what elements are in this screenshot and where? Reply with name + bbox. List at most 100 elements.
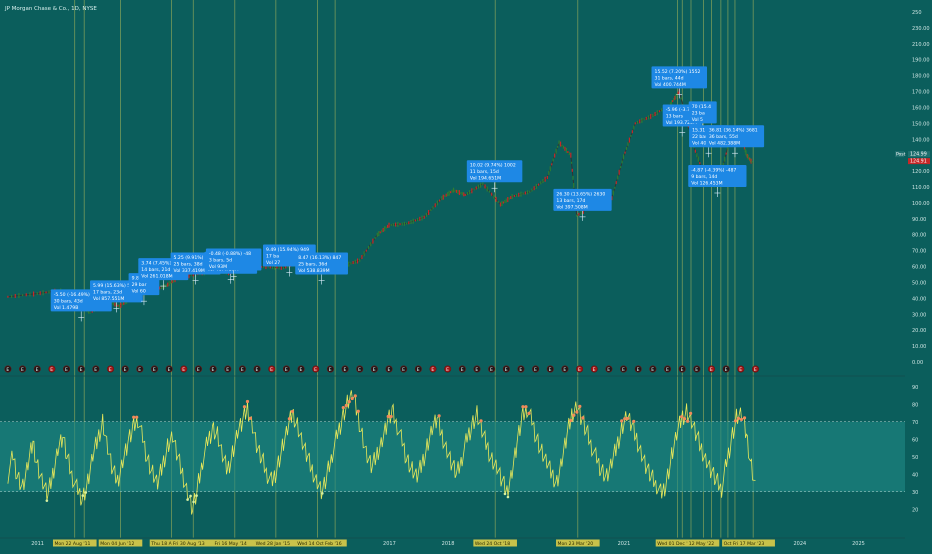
oscillator-band	[0, 421, 905, 492]
measure-line-3: Vol 400.744M	[655, 82, 686, 88]
price-candle	[163, 283, 165, 289]
measure-line-2: 13 bars, 17d	[556, 198, 585, 204]
measure-line-1: 9.49 (15.94%) 949	[266, 247, 309, 253]
price-candle	[365, 249, 367, 252]
earnings-badge-label: E	[212, 367, 215, 373]
earnings-badge	[414, 365, 422, 373]
earnings-badge-label: E	[6, 367, 9, 373]
price-candle	[544, 176, 546, 182]
price-candle	[390, 223, 392, 226]
price-candle	[628, 137, 631, 143]
price-candle	[725, 152, 727, 155]
measure-box	[688, 101, 717, 124]
price-candle	[18, 293, 20, 299]
earnings-badge-label: E	[373, 367, 376, 373]
measure-line-1: -5.96 (-3.7	[666, 107, 690, 113]
price-candle	[576, 214, 578, 217]
earnings-badge-label: E	[725, 367, 728, 373]
price-candle	[123, 301, 125, 305]
price-candle	[504, 200, 506, 204]
price-candle	[7, 295, 9, 298]
oversold-dot	[192, 500, 195, 504]
price-candle	[482, 182, 484, 186]
overbought-dot	[733, 419, 738, 423]
price-candle	[386, 224, 389, 228]
price-axis-tick: 160.00	[912, 105, 930, 111]
price-axis-tick: 150.00	[912, 121, 930, 127]
overbought-dot	[248, 416, 253, 420]
x-axis-date-box	[52, 539, 97, 547]
price-candle	[475, 186, 477, 190]
earnings-badge	[400, 365, 408, 373]
earnings-badge-label: E	[666, 367, 669, 373]
price-candle	[625, 146, 628, 150]
measure-line-2: 17 bars, 23d	[93, 289, 122, 295]
price-candle	[167, 282, 169, 287]
price-candle	[395, 222, 397, 227]
price-candle	[699, 162, 701, 165]
price-candle	[89, 311, 91, 314]
price-candle	[745, 150, 747, 156]
price-candle	[724, 156, 726, 162]
price-candle	[458, 190, 460, 196]
price-candle	[617, 175, 619, 180]
price-candle	[697, 156, 699, 162]
overbought-dot	[527, 411, 531, 415]
earnings-badge	[678, 365, 686, 373]
price-candle	[614, 186, 616, 189]
overbought-dot	[386, 414, 390, 419]
price-candle	[263, 265, 265, 269]
price-candle	[461, 192, 463, 196]
price-candle	[572, 175, 574, 180]
last-price-box	[908, 158, 930, 165]
overbought-dot	[581, 416, 585, 420]
x-axis-date-label: Wed 24 Oct '18	[475, 541, 510, 547]
earnings-badge-label: E	[710, 367, 713, 373]
price-candle	[392, 223, 395, 227]
earnings-badge-label: E	[754, 367, 757, 373]
measure-box	[651, 66, 708, 89]
oversold-dot	[321, 492, 324, 495]
earnings-badge	[121, 365, 129, 373]
price-axis-tick: 0.00	[912, 360, 923, 366]
earnings-badge	[708, 365, 716, 373]
price-candle	[276, 266, 278, 269]
measure-line-3: Vol 397.508M	[556, 204, 587, 210]
price-candle	[696, 153, 698, 158]
x-axis-date-label: Wed 14 Oct '15	[297, 541, 332, 547]
price-candle	[580, 210, 582, 215]
price-candle	[165, 284, 167, 288]
earnings-badge-label: E	[226, 367, 229, 373]
earnings-badge	[268, 365, 276, 373]
price-candle	[473, 188, 475, 191]
measure-line-2: 23 ba	[692, 110, 705, 116]
price-candle	[673, 98, 675, 101]
earnings-badge-label: E	[241, 367, 244, 373]
earnings-badge-label: E	[739, 367, 742, 373]
overbought-dot	[389, 414, 393, 419]
overbought-dot	[620, 419, 624, 423]
price-axis-tick: 110.00	[912, 185, 930, 191]
earnings-badge-label: E	[519, 367, 522, 373]
measure-line-3: Vol 538.839M	[298, 268, 329, 274]
price-candle	[45, 291, 47, 294]
earnings-badge	[4, 365, 12, 373]
price-candle	[531, 188, 533, 192]
measure-line-3: Vol 337.419M	[174, 268, 205, 274]
earnings-badge-label: E	[270, 367, 273, 373]
oscillator-axis-tick: 30	[912, 490, 918, 496]
price-candle	[643, 118, 645, 121]
measure-line-1: 3.74 (7.45%) 374	[141, 261, 181, 267]
earnings-badge-label: E	[446, 367, 449, 373]
oscillator-axis-tick: 80	[912, 402, 918, 408]
price-candle	[510, 196, 512, 200]
last-price-value: 124.91	[910, 159, 927, 165]
price-candle	[378, 231, 380, 237]
price-candle	[746, 153, 748, 157]
overbought-dot	[437, 414, 441, 418]
price-candle	[747, 154, 749, 160]
x-axis-tick: 2025	[852, 541, 865, 547]
measure-line-1: -5.50 (-16.49%) -550	[54, 292, 102, 298]
price-candle	[450, 191, 452, 194]
